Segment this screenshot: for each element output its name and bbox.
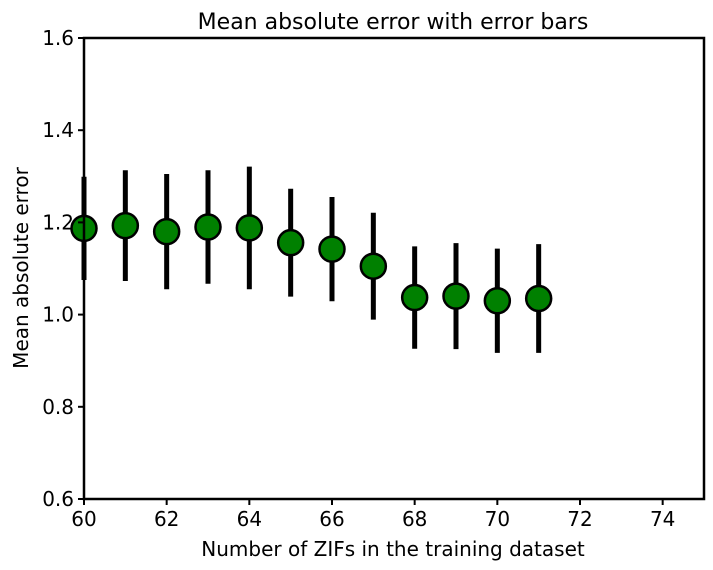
data-point — [152, 217, 181, 246]
y-tick-label: 0.8 — [42, 395, 74, 419]
plot-frame — [82, 36, 706, 501]
x-tick-label: 68 — [402, 507, 427, 531]
data-point — [318, 235, 346, 263]
x-tick-label: 72 — [567, 507, 592, 531]
data-point — [400, 283, 429, 312]
chart-title: Mean absolute error with error bars — [198, 10, 589, 35]
data-point — [235, 214, 264, 242]
y-tick-label: 1.4 — [42, 118, 74, 142]
data-point — [111, 211, 140, 240]
data-point — [442, 282, 470, 310]
y-tick-label: 0.6 — [42, 487, 74, 511]
x-axis: 60 62 64 66 68 70 72 74 — [71, 499, 675, 531]
chart-marks — [70, 166, 553, 353]
data-point — [483, 287, 512, 315]
x-axis-label: Number of ZIFs in the training dataset — [201, 537, 585, 561]
x-tick-label: 66 — [319, 507, 344, 531]
data-point — [276, 228, 305, 257]
y-axis: 0.6 0.8 1.0 1.2 1.4 1.6 — [42, 26, 84, 511]
y-tick-label: 1.6 — [42, 26, 74, 50]
x-tick-label: 74 — [650, 507, 675, 531]
x-tick-label: 62 — [154, 507, 179, 531]
data-point — [524, 284, 553, 313]
x-tick-label: 70 — [485, 507, 510, 531]
data-point — [194, 213, 222, 241]
x-tick-label: 60 — [71, 507, 96, 531]
y-axis-label: Mean absolute error — [9, 166, 33, 368]
data-point — [359, 252, 388, 280]
x-tick-label: 64 — [237, 507, 262, 531]
y-tick-label: 1.0 — [42, 303, 74, 327]
y-tick-label: 1.2 — [42, 210, 74, 234]
